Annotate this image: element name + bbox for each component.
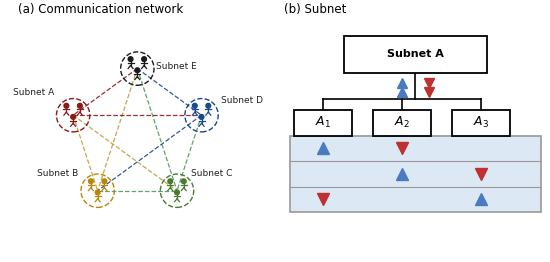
Circle shape — [128, 57, 133, 62]
Text: Subnet D: Subnet D — [221, 96, 262, 105]
Circle shape — [71, 114, 75, 119]
Text: Subnet E: Subnet E — [156, 63, 196, 72]
FancyBboxPatch shape — [452, 110, 510, 136]
Circle shape — [95, 190, 100, 195]
Circle shape — [135, 68, 140, 73]
FancyBboxPatch shape — [294, 110, 352, 136]
Circle shape — [182, 179, 186, 184]
Text: Subnet A: Subnet A — [387, 50, 444, 59]
Circle shape — [89, 179, 94, 184]
Text: Subnet C: Subnet C — [191, 169, 233, 178]
Circle shape — [168, 179, 173, 184]
Text: $A_1$: $A_1$ — [315, 115, 331, 130]
Text: Subnet B: Subnet B — [36, 169, 78, 178]
Circle shape — [199, 114, 204, 119]
Text: Subnet A: Subnet A — [13, 89, 54, 97]
Text: (b) Subnet: (b) Subnet — [284, 3, 346, 16]
FancyBboxPatch shape — [344, 36, 487, 73]
Text: $A_3$: $A_3$ — [474, 115, 490, 130]
Circle shape — [192, 103, 197, 108]
Text: $A_2$: $A_2$ — [394, 115, 410, 130]
FancyBboxPatch shape — [290, 136, 541, 212]
Circle shape — [175, 190, 179, 195]
Text: (a) Communication network: (a) Communication network — [18, 3, 184, 16]
Circle shape — [64, 103, 69, 108]
Circle shape — [142, 57, 146, 62]
Circle shape — [206, 103, 211, 108]
Circle shape — [102, 179, 107, 184]
Circle shape — [78, 103, 82, 108]
FancyBboxPatch shape — [373, 110, 431, 136]
